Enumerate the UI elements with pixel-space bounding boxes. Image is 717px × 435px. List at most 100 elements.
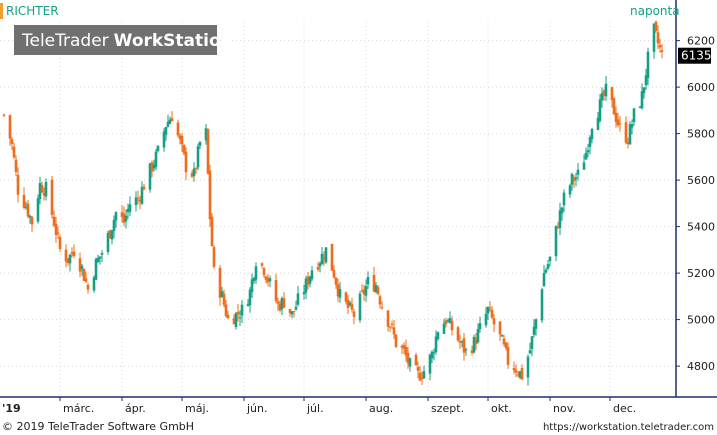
candle: [626, 137, 630, 149]
candle: [336, 278, 340, 302]
candle: [178, 133, 182, 145]
candle: [614, 106, 618, 128]
candle-body: [470, 350, 474, 353]
candle-body: [366, 276, 370, 285]
candle-body: [516, 374, 520, 376]
candle-body: [194, 168, 198, 170]
candle-body: [106, 232, 110, 252]
candle-body: [432, 352, 436, 354]
x-tick-label: szept.: [431, 402, 464, 415]
candle: [112, 215, 116, 239]
candle-body: [422, 371, 426, 379]
candle-body: [596, 117, 600, 131]
candle-body: [142, 186, 146, 190]
candle: [296, 285, 300, 307]
candle-body: [506, 347, 510, 365]
candle: [658, 38, 662, 53]
candle: [78, 252, 82, 278]
candle: [134, 191, 138, 212]
candle: [152, 159, 156, 172]
candle: [444, 317, 448, 328]
candle-body: [616, 119, 620, 126]
candle-body: [252, 277, 256, 282]
x-tick-label: dec.: [613, 402, 636, 415]
candle-body: [646, 51, 650, 79]
candle-body: [226, 314, 230, 319]
candle-body: [456, 327, 460, 341]
candle-body: [238, 317, 242, 319]
candle: [504, 341, 508, 351]
candle: [548, 256, 552, 267]
candle: [246, 299, 250, 307]
candle: [226, 310, 230, 319]
candle-body: [140, 186, 144, 204]
candle: [350, 297, 354, 313]
candle-body: [276, 301, 280, 304]
y-tick-label: 4800: [687, 360, 715, 373]
candle: [352, 309, 356, 325]
candle-body: [460, 341, 464, 343]
candle-body: [374, 285, 378, 292]
candle: [570, 172, 574, 191]
candle: [530, 335, 534, 357]
candle: [170, 111, 174, 122]
candle: [30, 216, 34, 232]
candle-body: [16, 175, 20, 195]
candle-body: [600, 93, 604, 101]
candle-body: [656, 32, 660, 44]
candle-body: [448, 318, 452, 324]
interval-label: naponta: [630, 4, 680, 18]
candle-body: [126, 208, 130, 213]
candle: [472, 334, 476, 354]
candle: [306, 272, 310, 290]
candle-body: [248, 289, 252, 306]
candle-body: [530, 336, 534, 349]
candle-body: [472, 336, 476, 353]
candle: [82, 268, 86, 281]
candle-body: [268, 278, 272, 282]
candle: [304, 275, 308, 300]
candle: [294, 300, 298, 311]
candle: [414, 352, 418, 366]
candle: [442, 318, 446, 334]
candle-body: [68, 254, 72, 264]
candle: [346, 295, 350, 315]
candle-body: [542, 272, 546, 287]
candle-body: [72, 251, 76, 256]
candle-body: [84, 278, 88, 282]
candle-body: [26, 203, 30, 217]
y-tick-label: 5600: [687, 174, 715, 187]
candle: [532, 319, 536, 338]
candle: [534, 318, 538, 336]
candle: [50, 175, 54, 219]
candle: [462, 332, 466, 361]
candle: [618, 116, 622, 132]
watermark-brand: TeleTrader: [21, 31, 109, 51]
candle: [630, 119, 634, 135]
candle: [602, 88, 606, 101]
candle-body: [184, 151, 188, 173]
candle-body: [178, 135, 182, 140]
candle: [70, 247, 74, 258]
candle: [42, 187, 46, 201]
candle-body: [614, 112, 618, 122]
candle-body: [406, 352, 410, 364]
candle: [184, 147, 188, 180]
candle-body: [52, 216, 56, 226]
candle-body: [180, 135, 184, 145]
candle: [220, 286, 224, 298]
candle-body: [96, 257, 100, 262]
candle: [610, 86, 614, 108]
candle-body: [50, 179, 54, 215]
candle: [142, 184, 146, 190]
candle-body: [100, 252, 104, 255]
candle: [168, 116, 172, 125]
candle: [428, 353, 432, 381]
candle-body: [350, 304, 354, 310]
candle: [98, 256, 102, 265]
candle: [2, 113, 6, 118]
candle: [236, 303, 240, 322]
candle-body: [402, 345, 406, 349]
candle-body: [624, 122, 628, 143]
